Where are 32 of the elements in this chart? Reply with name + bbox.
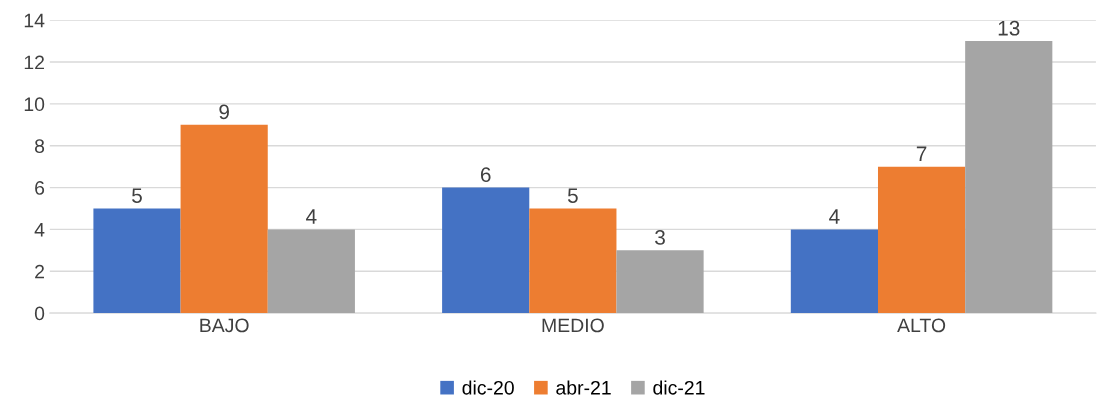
y-tick-label: 2 bbox=[35, 264, 44, 279]
data-label: 5 bbox=[567, 188, 578, 203]
data-label: 3 bbox=[655, 230, 665, 245]
y-tick-label: 4 bbox=[34, 223, 45, 237]
y-tick-label: 6 bbox=[35, 181, 45, 195]
legend-label: dic-21 bbox=[653, 380, 705, 395]
data-label: 13 bbox=[998, 20, 1020, 36]
bar bbox=[616, 250, 704, 314]
data-label: 4 bbox=[306, 209, 317, 224]
data-label: 7 bbox=[916, 146, 927, 161]
data-label: 9 bbox=[219, 104, 229, 120]
y-tick-label: 0 bbox=[34, 306, 45, 321]
bar bbox=[267, 229, 355, 314]
y-tick-label: 14 bbox=[24, 13, 45, 28]
data-label: 6 bbox=[480, 167, 491, 183]
data-label: 5 bbox=[132, 188, 142, 203]
bar bbox=[93, 208, 181, 314]
data-label: 4 bbox=[829, 209, 840, 224]
x-tick-label: ALTO bbox=[897, 318, 946, 333]
y-tick-label: 12 bbox=[24, 55, 44, 70]
y-tick-label: 8 bbox=[34, 139, 45, 153]
bar bbox=[965, 41, 1053, 314]
legend-label: abr-21 bbox=[556, 380, 611, 395]
x-tick-label: BAJO bbox=[200, 318, 249, 333]
x-tick-label: MEDIO bbox=[542, 318, 604, 333]
legend-label: dic-20 bbox=[462, 380, 514, 395]
bar bbox=[442, 187, 530, 314]
y-tick-label: 10 bbox=[24, 97, 45, 112]
bar bbox=[877, 166, 966, 314]
bar bbox=[180, 124, 268, 314]
bar bbox=[529, 208, 617, 314]
bar bbox=[790, 229, 878, 314]
